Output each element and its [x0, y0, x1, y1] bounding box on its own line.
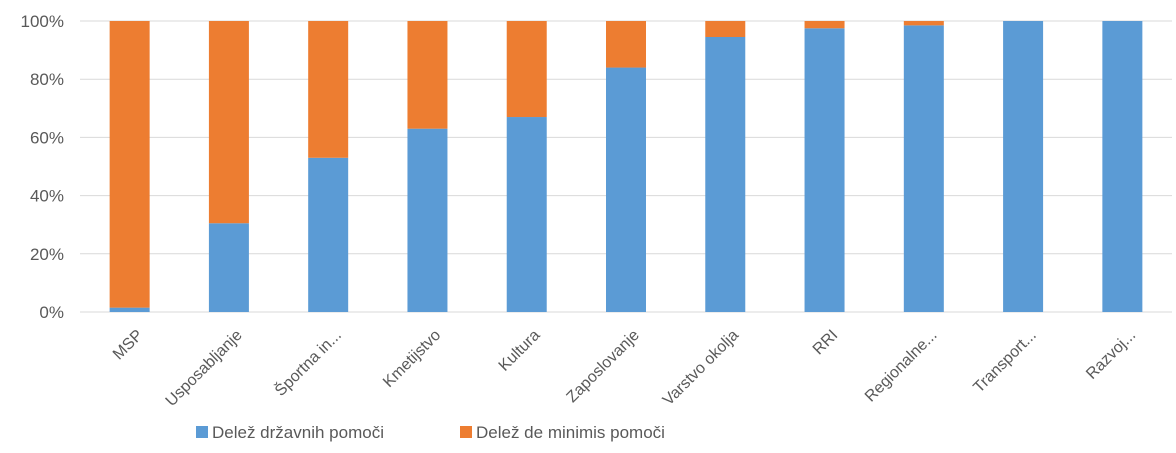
axes: 0% 20% 40% 60% 80% 100% MSP Usposabljanje Športn…: [21, 12, 1140, 410]
bar-segment-state-aid: [1102, 21, 1143, 312]
y-tick-label: 0%: [39, 303, 64, 322]
bar-segment-state-aid: [109, 307, 150, 312]
bar-segment-state-aid: [506, 117, 547, 312]
bar-segment-state-aid: [804, 28, 845, 313]
bar-segment-state-aid: [308, 157, 349, 312]
x-tick-label: RRI: [810, 327, 842, 359]
x-tick-label: MSP: [110, 327, 147, 364]
bar-segment-de-minimis: [506, 21, 547, 118]
legend-label: Delež de minimis pomoči: [476, 423, 665, 442]
bar-segment-state-aid: [705, 37, 746, 312]
bars: [109, 21, 1143, 313]
y-tick-label: 60%: [30, 128, 64, 147]
x-tick-label: Športna in...: [271, 325, 345, 399]
x-tick-label: Kultura: [496, 327, 544, 375]
y-tick-label: 20%: [30, 245, 64, 264]
bar-segment-state-aid: [1003, 21, 1044, 312]
x-tick-label: Varstvo okolja: [660, 327, 742, 409]
bar-segment-state-aid: [407, 128, 448, 312]
y-tick-label: 40%: [30, 187, 64, 206]
x-tick-label: Transport...: [970, 327, 1039, 396]
bar-segment-de-minimis: [804, 21, 845, 29]
x-tick-label: Regionalne...: [862, 327, 941, 406]
bar-segment-de-minimis: [705, 21, 746, 38]
legend-swatch: [460, 426, 472, 438]
x-tick-label: Kmetijstvo: [380, 327, 444, 391]
bar-segment-de-minimis: [208, 21, 249, 224]
y-tick-label: 80%: [30, 70, 64, 89]
bar-segment-de-minimis: [903, 21, 944, 26]
bar-segment-state-aid: [208, 223, 249, 312]
legend: Delež državnih pomoči Delež de minimis po…: [196, 423, 665, 442]
bar-segment-state-aid: [903, 25, 944, 313]
legend-label: Delež državnih pomoči: [212, 423, 384, 442]
bar-segment-de-minimis: [308, 21, 349, 158]
bar-segment-state-aid: [606, 67, 646, 312]
bar-segment-de-minimis: [407, 21, 448, 129]
y-tick-label: 100%: [21, 12, 64, 31]
bar-segment-de-minimis: [606, 21, 646, 68]
x-tick-label: Razvoj...: [1083, 327, 1139, 383]
x-tick-label: Zaposlovanje: [564, 327, 643, 406]
bar-segment-de-minimis: [109, 21, 150, 308]
x-tick-label: Usposabljanje: [163, 327, 246, 410]
legend-swatch: [196, 426, 208, 438]
